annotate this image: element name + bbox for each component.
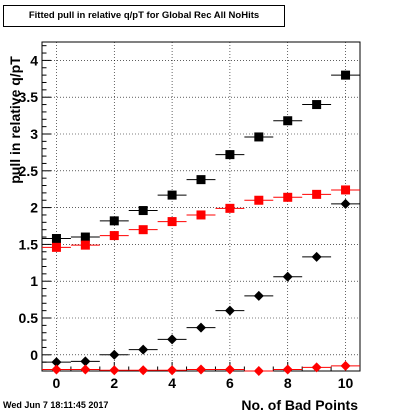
series-0	[42, 70, 360, 244]
series-2	[42, 198, 360, 368]
grid-layer	[42, 42, 360, 371]
data-point	[224, 364, 235, 375]
y-tick-label: 1	[30, 273, 38, 289]
data-point	[340, 198, 351, 209]
series-layer	[42, 70, 360, 376]
y-tick-label: 1.5	[19, 236, 39, 252]
data-point	[254, 195, 264, 205]
data-point	[109, 216, 119, 226]
title-box: Fitted pull in relative q/pT for Global …	[3, 5, 285, 27]
data-point	[138, 206, 148, 216]
data-point	[253, 290, 264, 301]
series-3	[42, 360, 360, 376]
data-point	[196, 364, 206, 375]
plot-frame	[41, 41, 361, 372]
data-point	[51, 242, 61, 252]
data-point	[341, 70, 351, 80]
plot-title: Fitted pull in relative q/pT for Global …	[28, 10, 260, 21]
data-point	[80, 356, 91, 367]
data-point	[225, 150, 235, 160]
data-point	[282, 271, 293, 282]
data-point	[283, 116, 293, 126]
y-axis-label: pull in relative q/pT	[7, 56, 23, 184]
data-point	[312, 100, 322, 110]
data-point	[254, 132, 264, 142]
data-point	[311, 251, 322, 262]
x-tick-label: 6	[226, 375, 234, 391]
data-point	[167, 334, 178, 345]
x-tick-label: 0	[53, 375, 61, 391]
data-point	[167, 365, 178, 376]
data-point	[167, 190, 177, 200]
data-point	[167, 217, 177, 227]
data-point	[283, 192, 293, 202]
data-point	[80, 240, 90, 250]
x-axis-label: No. of Bad Points	[241, 397, 358, 413]
timestamp: Wed Jun 7 18:11:45 2017	[3, 400, 109, 410]
y-tick-label: 3	[30, 126, 38, 142]
data-point	[282, 364, 293, 375]
data-point	[253, 366, 264, 376]
x-tick-label: 10	[338, 375, 354, 391]
data-point	[51, 364, 62, 375]
data-point	[341, 185, 351, 195]
y-tick-label: 2.5	[19, 163, 39, 179]
data-point	[311, 362, 322, 373]
data-point	[138, 225, 148, 235]
y-tick-label: 0.5	[19, 310, 39, 326]
data-point	[312, 189, 322, 199]
data-point	[196, 175, 206, 185]
x-tick-label: 8	[284, 375, 292, 391]
x-tick-label: 4	[168, 375, 176, 391]
data-point	[51, 234, 61, 244]
y-tick-label: 2	[30, 200, 38, 216]
data-point	[196, 210, 206, 220]
data-point	[80, 364, 91, 375]
data-point	[138, 344, 149, 355]
y-tick-label: 3.5	[19, 89, 39, 105]
data-point	[109, 349, 120, 360]
data-point	[196, 322, 206, 333]
data-point	[109, 231, 119, 241]
data-point	[80, 232, 90, 242]
series-1	[42, 185, 360, 252]
data-point	[225, 203, 235, 213]
data-point	[51, 357, 62, 368]
data-point	[340, 360, 351, 371]
data-point	[224, 305, 235, 316]
x-tick-label: 2	[110, 375, 118, 391]
data-point	[109, 365, 120, 376]
y-tick-label: 4	[30, 52, 38, 68]
data-point	[138, 365, 149, 376]
y-tick-label: 0	[30, 347, 38, 363]
